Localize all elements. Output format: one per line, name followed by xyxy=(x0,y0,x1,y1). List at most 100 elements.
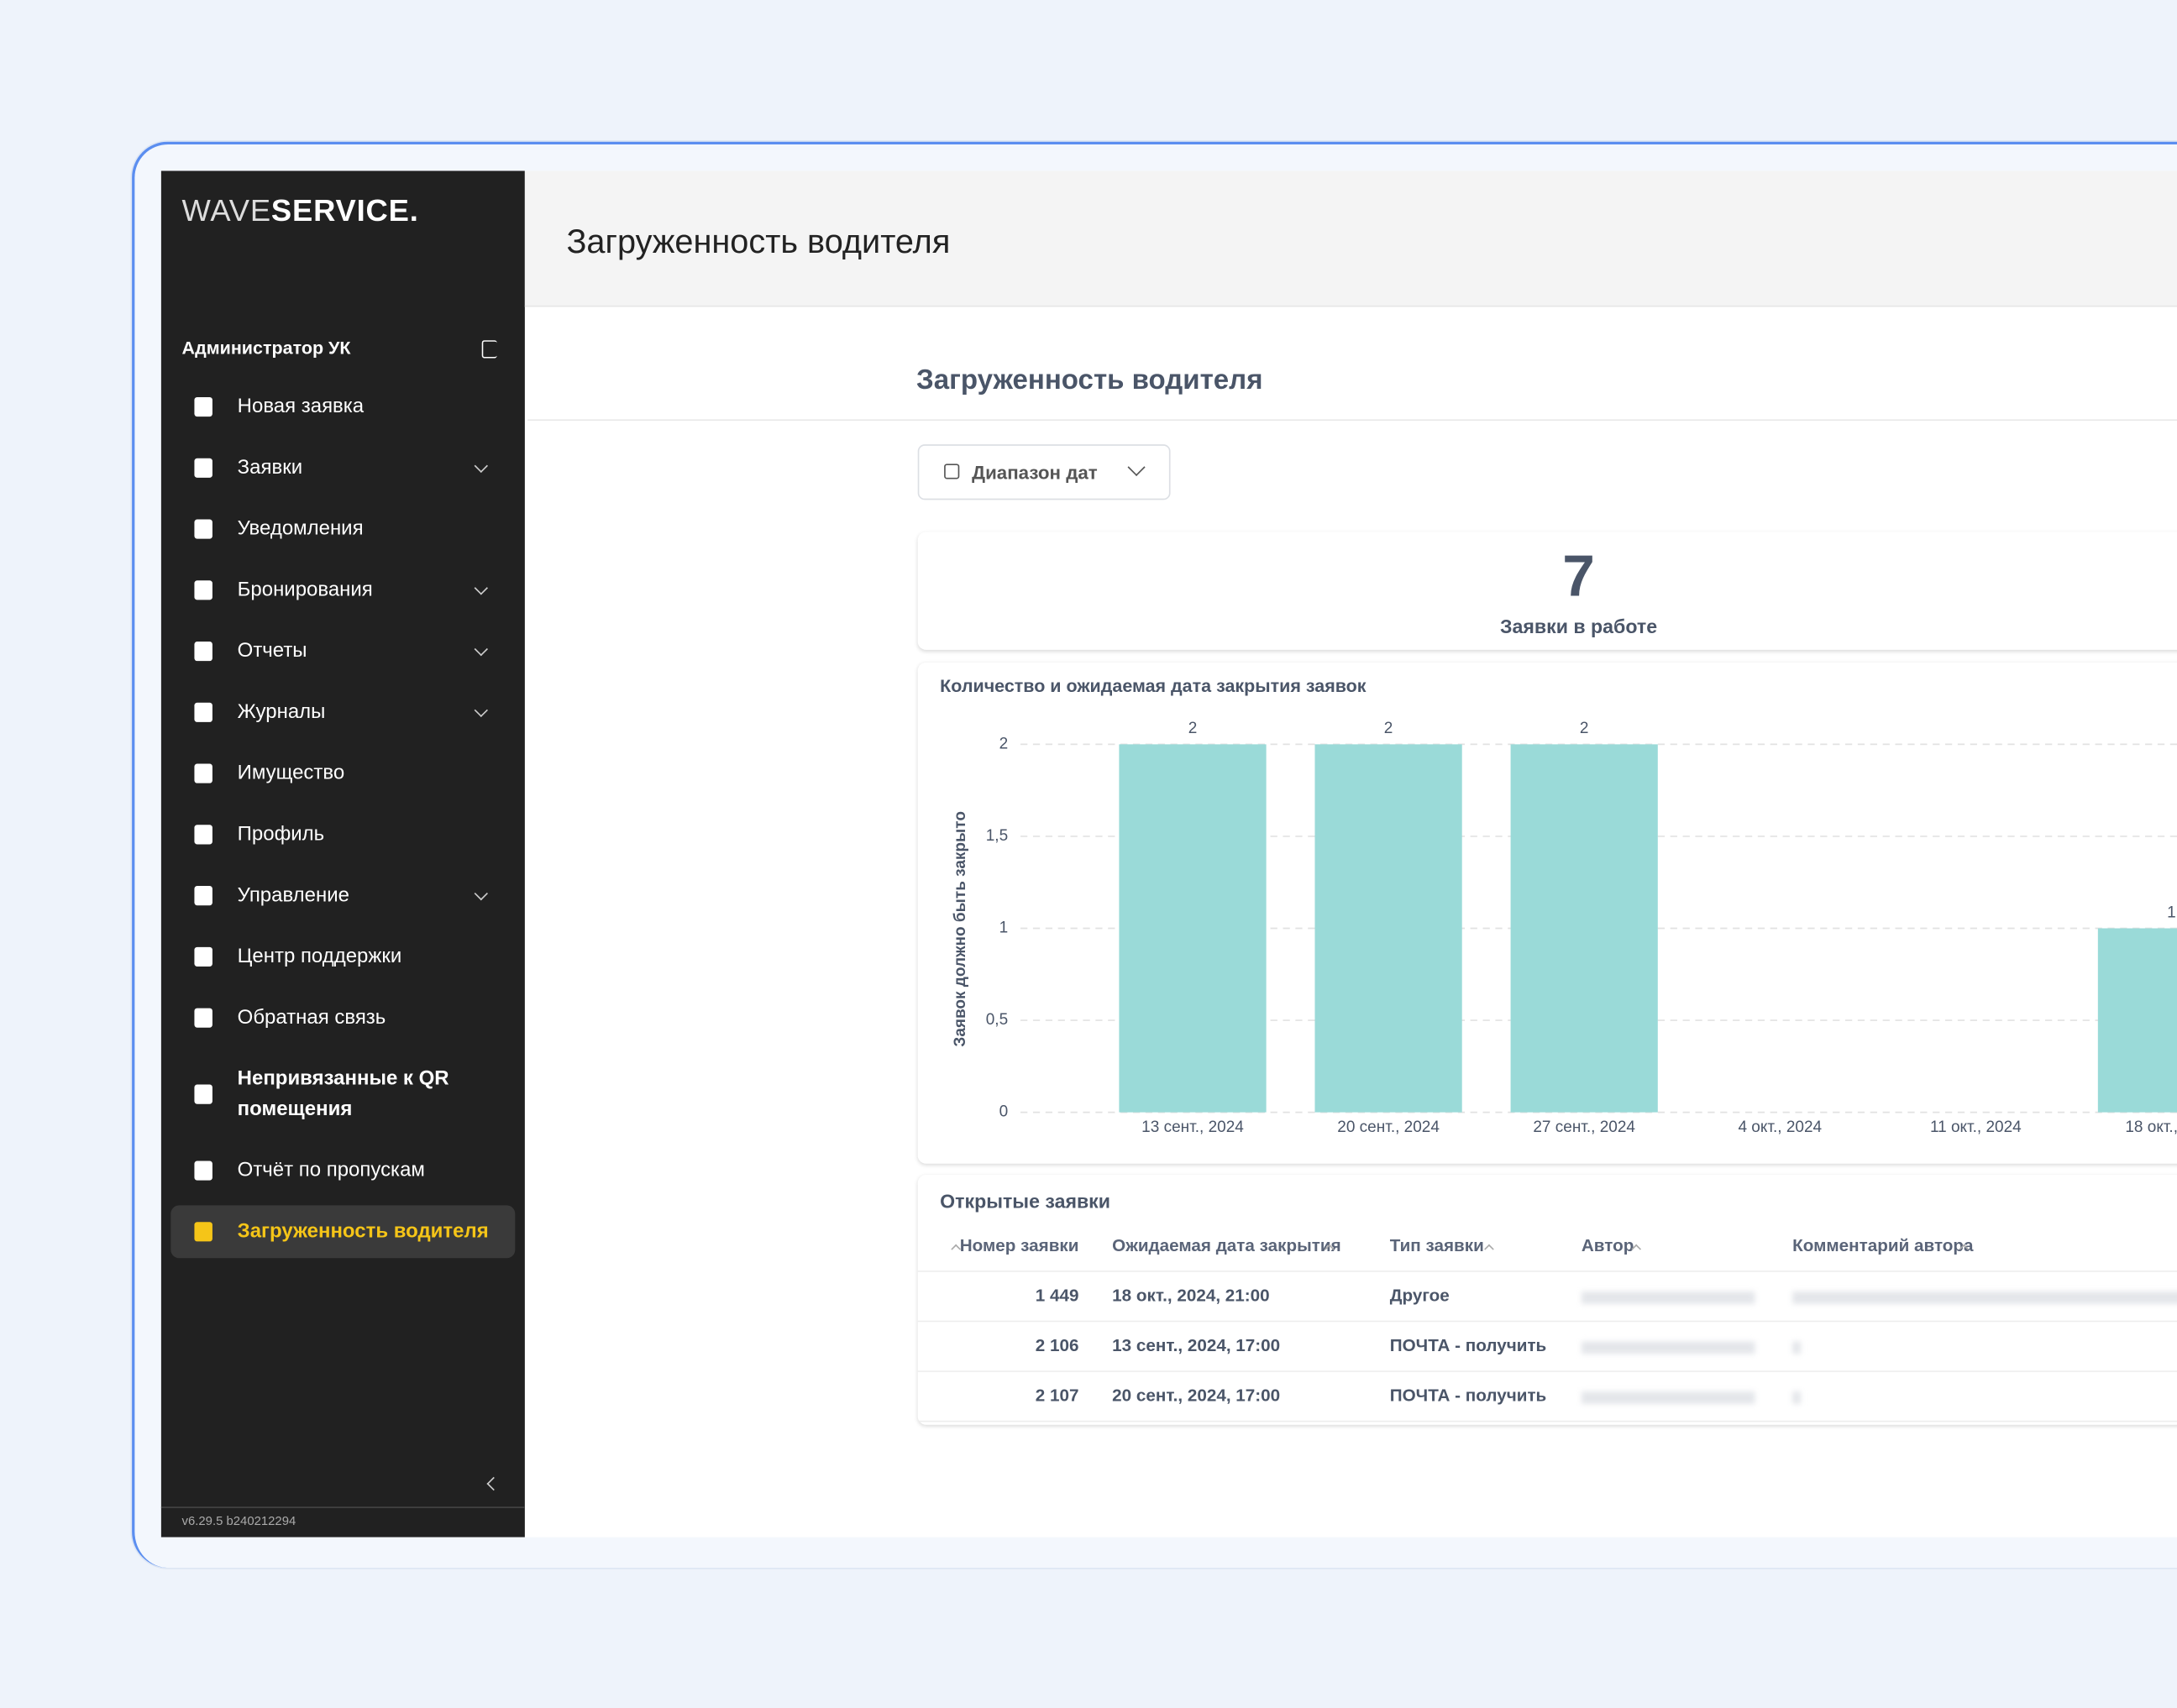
column-header[interactable]: Автор xyxy=(1581,1235,1634,1255)
close-date: 18 окт., 2024, 21:00 xyxy=(1112,1286,1270,1306)
menu-icon xyxy=(194,1084,212,1104)
menu-icon xyxy=(194,702,212,722)
x-tick-label: 18 окт., 2024 xyxy=(2125,1119,2177,1136)
bar xyxy=(1119,744,1267,1113)
menu-item[interactable]: Загруженность водителя xyxy=(161,1217,525,1247)
menu-item[interactable]: Уведомления xyxy=(161,514,525,544)
menu-icon xyxy=(194,1008,212,1028)
row-divider xyxy=(917,1320,2177,1323)
request-number: 2 107 xyxy=(1035,1386,1079,1406)
menu-item[interactable]: Непривязанные к QR помещения xyxy=(161,1064,525,1125)
menu-item[interactable]: Центр поддержки xyxy=(161,941,525,972)
table-card: Открытые заявки Номер заявки Ожидаемая да… xyxy=(917,1175,2177,1425)
menu-label: Обратная связь xyxy=(237,1006,386,1030)
blurred-comment xyxy=(1792,1291,2177,1304)
close-date: 20 сент., 2024, 17:00 xyxy=(1112,1386,1281,1406)
menu-icon xyxy=(194,580,212,600)
kpi-card: 7 Заявки в работе xyxy=(917,532,2177,650)
menu-item[interactable]: Отчеты xyxy=(161,636,525,666)
menu-item[interactable]: Отчёт по пропускам xyxy=(161,1155,525,1186)
chart-title: Количество и ожидаемая дата закрытия зая… xyxy=(940,676,1367,696)
table-title: Открытые заявки xyxy=(940,1190,1110,1213)
menu-item[interactable]: Новая заявка xyxy=(161,391,525,422)
request-type: ПОЧТА - получить xyxy=(1389,1335,1547,1356)
menu-item[interactable]: Управление xyxy=(161,880,525,910)
value-label: 1 xyxy=(2167,904,2176,921)
logo-bold: SERVICE. xyxy=(270,192,419,228)
blurred-comment xyxy=(1792,1341,1802,1354)
x-tick-label: 20 сент., 2024 xyxy=(1337,1119,1440,1136)
logo-light: WAVE xyxy=(181,192,271,228)
kpi-label: Заявки в работе xyxy=(1500,615,1658,638)
request-number: 1 449 xyxy=(1035,1286,1079,1306)
menu-label: Заявки xyxy=(237,457,303,479)
y-axis-label: Заявок должно быть закрыто xyxy=(952,811,969,1047)
date-filter[interactable]: Диапазон дат xyxy=(917,444,1171,500)
column-header[interactable]: Комментарий автора xyxy=(1792,1235,1974,1255)
dropdown-icon xyxy=(1127,458,1146,476)
collapse-button[interactable] xyxy=(486,1476,501,1491)
logo: WAVESERVICE. xyxy=(182,193,419,229)
menu-icon xyxy=(194,519,212,539)
logout-icon[interactable] xyxy=(481,340,497,359)
menu-label: Новая заявка xyxy=(237,396,365,418)
blurred-author xyxy=(1581,1391,1755,1404)
menu-item[interactable]: Заявки xyxy=(161,453,525,483)
menu-label: Уведомления xyxy=(237,517,364,541)
row-divider xyxy=(917,1271,2177,1272)
menu-icon xyxy=(194,458,212,478)
sort-icon xyxy=(1484,1244,1494,1255)
menu-item[interactable]: Имущество xyxy=(161,758,525,789)
menu-icon xyxy=(194,642,212,662)
value-label: 2 xyxy=(1580,720,1589,737)
menu-icon xyxy=(194,396,212,417)
menu-label: Имущество xyxy=(237,762,345,785)
value-label: 2 xyxy=(1384,720,1393,737)
menu-label: Профиль xyxy=(237,823,325,846)
request-number: 2 106 xyxy=(1035,1335,1079,1356)
x-tick-label: 27 сент., 2024 xyxy=(1533,1119,1635,1136)
menu-item[interactable]: Обратная связь xyxy=(161,1003,525,1033)
menu-label: Загруженность водителя xyxy=(237,1220,489,1244)
bar xyxy=(1314,744,1462,1113)
menu-icon xyxy=(194,1160,212,1181)
chart: Количество и ожидаемая дата закрытия зая… xyxy=(940,676,2177,1136)
menu-icon xyxy=(194,1222,212,1242)
calendar-icon xyxy=(944,464,960,479)
menu-item[interactable]: Журналы xyxy=(161,697,525,727)
column-header[interactable]: Ожидаемая дата закрытия xyxy=(1112,1235,1341,1255)
header-title: Загруженность водителя xyxy=(566,223,951,261)
version: v6.29.5 b240212294 xyxy=(181,1513,296,1528)
user-name: Администратор УК xyxy=(181,337,351,359)
blurred-author xyxy=(1581,1291,1755,1304)
date-filter-label: Диапазон дат xyxy=(972,462,1098,484)
kpi-value: 7 xyxy=(1562,542,1595,609)
divider xyxy=(527,419,2177,422)
request-type: Другое xyxy=(1389,1286,1450,1306)
menu-label: Журналы xyxy=(237,701,326,724)
app: WAVESERVICE. Администратор УК Новая заяв… xyxy=(160,170,2177,1538)
header: Загруженность водителя xyxy=(524,170,2177,307)
x-tick-label: 13 сент., 2024 xyxy=(1141,1119,1244,1136)
menu-label: Бронирования xyxy=(237,579,373,602)
active-highlight xyxy=(170,1205,516,1259)
column-header[interactable]: Номер заявки xyxy=(959,1235,1079,1255)
menu-label: Непривязанные к QR помещения xyxy=(237,1067,449,1121)
page-title: Загруженность водителя xyxy=(916,364,1263,396)
column-header[interactable]: Тип заявки xyxy=(1389,1235,1484,1255)
y-tick-label: 2 xyxy=(999,735,1009,752)
menu-icon xyxy=(194,763,212,783)
menu-label: Управление xyxy=(237,884,349,907)
bar xyxy=(1510,744,1658,1113)
request-type: ПОЧТА - получить xyxy=(1389,1386,1547,1406)
close-date: 13 сент., 2024, 17:00 xyxy=(1112,1335,1281,1356)
menu-item[interactable]: Бронирования xyxy=(161,575,525,605)
row-divider xyxy=(917,1420,2177,1422)
y-tick-label: 0,5 xyxy=(986,1011,1008,1029)
menu-item[interactable]: Профиль xyxy=(161,820,525,850)
menu-icon xyxy=(194,825,212,845)
blurred-author xyxy=(1581,1341,1755,1354)
divider xyxy=(160,1506,525,1508)
y-tick-label: 1,5 xyxy=(986,827,1008,845)
